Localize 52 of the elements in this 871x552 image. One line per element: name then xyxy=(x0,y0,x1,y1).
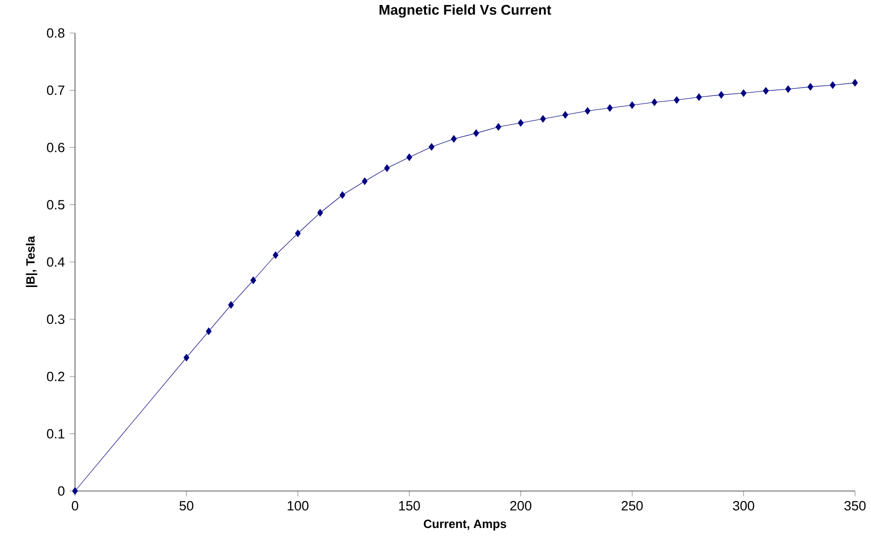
point xyxy=(384,164,390,172)
point xyxy=(518,119,524,127)
y-tick-label: 0.8 xyxy=(46,28,64,38)
point xyxy=(674,96,680,104)
point xyxy=(317,209,324,216)
point xyxy=(406,153,412,161)
point xyxy=(540,115,546,123)
y-tick-label: 0.3 xyxy=(46,314,64,324)
y-tick-label: 0.7 xyxy=(46,86,64,95)
point xyxy=(562,111,568,119)
x-tick-label: 100 xyxy=(288,501,308,510)
point xyxy=(496,123,502,131)
y-tick-label: 0.4 xyxy=(46,257,65,267)
point xyxy=(428,143,434,151)
x-tick-label: 150 xyxy=(399,501,420,510)
point xyxy=(340,191,346,199)
x-tick-label: 50 xyxy=(180,501,194,510)
point xyxy=(294,230,301,238)
y-tick-label: 0.6 xyxy=(46,142,64,152)
point xyxy=(785,85,792,93)
point xyxy=(718,91,724,99)
x-axis-title: Current, Amps xyxy=(424,520,506,530)
point xyxy=(228,301,234,309)
point xyxy=(184,354,190,362)
point xyxy=(72,487,78,495)
x-tick-label: 250 xyxy=(622,501,643,510)
point xyxy=(629,101,636,109)
point xyxy=(740,89,746,97)
x-tick-label: 350 xyxy=(844,501,866,510)
point xyxy=(830,81,836,89)
point xyxy=(762,87,769,95)
point xyxy=(362,178,368,186)
x-tick-label: 0 xyxy=(72,501,78,510)
point xyxy=(584,107,590,115)
point xyxy=(250,276,256,284)
point xyxy=(696,93,702,101)
point xyxy=(852,79,858,87)
y-axis-title: |B|, Tesla xyxy=(26,236,38,287)
y-tick-label: 0 xyxy=(58,486,64,496)
y-tick-label: 0.5 xyxy=(46,200,64,210)
y-tick-label: 0.1 xyxy=(46,429,64,438)
x-tick-label: 300 xyxy=(732,501,754,510)
point xyxy=(473,129,480,137)
x-tick-label: 200 xyxy=(510,501,532,510)
point xyxy=(272,251,278,259)
point xyxy=(606,104,613,112)
point xyxy=(808,83,814,91)
y-tick-label: 0.2 xyxy=(46,372,64,382)
point xyxy=(652,98,658,106)
point xyxy=(206,328,212,335)
point xyxy=(450,135,457,143)
chart-title: Magnetic Field Vs Current xyxy=(380,4,552,18)
